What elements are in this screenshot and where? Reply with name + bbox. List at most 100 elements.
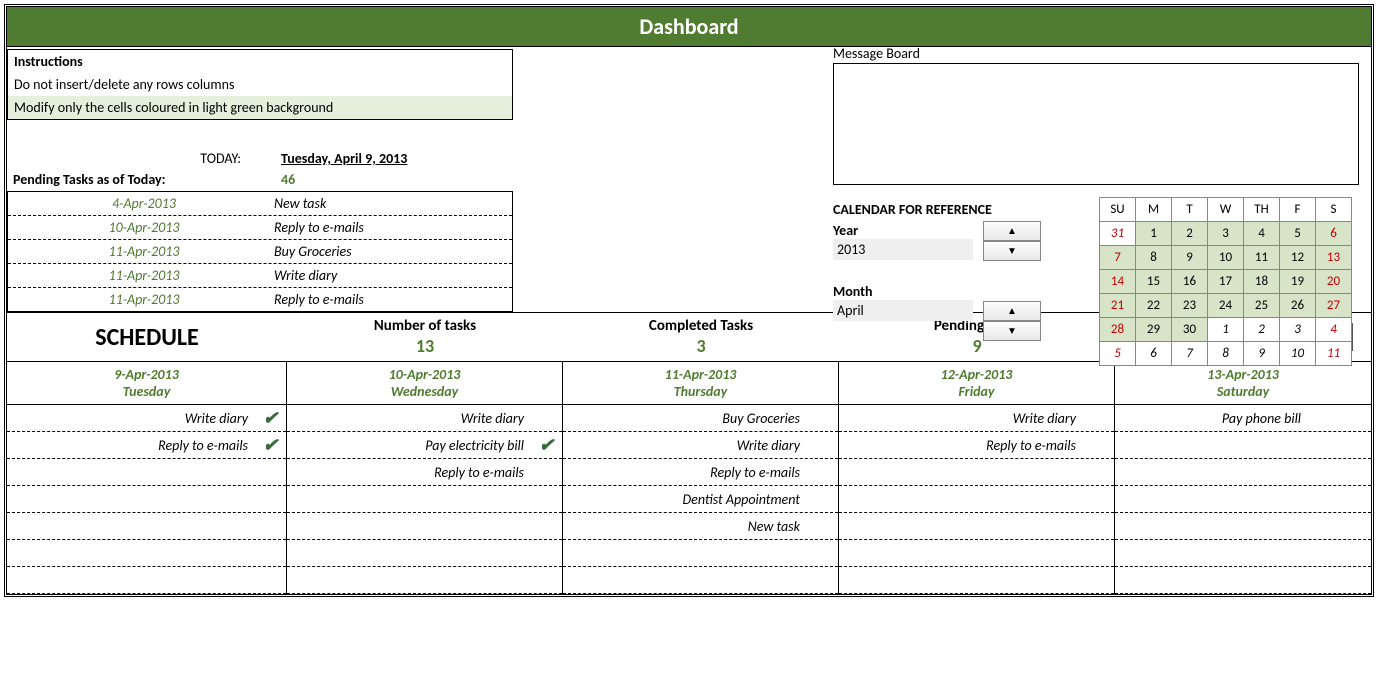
schedule-task-cell[interactable] bbox=[839, 567, 1114, 594]
year-down-button[interactable]: ▼ bbox=[983, 241, 1041, 261]
schedule-task-cell[interactable]: Buy Groceries bbox=[563, 405, 838, 432]
mini-calendar: SUMTWTHFS3112345678910111213141516171819… bbox=[1099, 197, 1352, 366]
schedule-task-cell[interactable] bbox=[563, 540, 838, 567]
pending-task-text: Reply to e-mails bbox=[274, 219, 364, 236]
schedule-task-cell[interactable] bbox=[1115, 459, 1371, 486]
calendar-day-cell[interactable]: 25 bbox=[1244, 294, 1280, 318]
month-down-button[interactable]: ▼ bbox=[983, 321, 1041, 341]
schedule-task-cell[interactable] bbox=[287, 540, 562, 567]
schedule-task-text: Write diary bbox=[1013, 410, 1104, 427]
schedule-day-column: Buy Groceries Write diaryReply to e-mails… bbox=[563, 405, 839, 594]
calendar-day-cell[interactable]: 30 bbox=[1172, 318, 1208, 342]
calendar-day-cell[interactable]: 15 bbox=[1136, 270, 1172, 294]
calendar-day-cell[interactable]: 18 bbox=[1244, 270, 1280, 294]
schedule-task-cell[interactable] bbox=[7, 459, 286, 486]
schedule-task-cell[interactable] bbox=[287, 486, 562, 513]
instructions-heading: Instructions bbox=[8, 50, 512, 73]
calendar-day-cell[interactable]: 7 bbox=[1172, 342, 1208, 366]
calendar-day-cell[interactable]: 24 bbox=[1208, 294, 1244, 318]
calendar-day-cell[interactable]: 17 bbox=[1208, 270, 1244, 294]
calendar-day-cell[interactable]: 10 bbox=[1208, 246, 1244, 270]
schedule-task-cell[interactable]: New task bbox=[563, 513, 838, 540]
calendar-day-cell[interactable]: 31 bbox=[1100, 222, 1136, 246]
calendar-day-cell[interactable]: 27 bbox=[1316, 294, 1352, 318]
schedule-task-cell[interactable] bbox=[7, 540, 286, 567]
calendar-day-cell[interactable]: 28 bbox=[1100, 318, 1136, 342]
schedule-title: SCHEDULE bbox=[7, 323, 287, 352]
calendar-day-cell[interactable]: 4 bbox=[1316, 318, 1352, 342]
calendar-day-cell[interactable]: 22 bbox=[1136, 294, 1172, 318]
schedule-task-cell[interactable]: Reply to e-mails✔ bbox=[7, 432, 286, 459]
schedule-task-cell[interactable]: Write diary bbox=[839, 405, 1114, 432]
schedule-task-cell[interactable] bbox=[287, 567, 562, 594]
pending-task-row: 11-Apr-2013Buy Groceries bbox=[8, 240, 512, 264]
calendar-day-cell[interactable]: 12 bbox=[1280, 246, 1316, 270]
month-value[interactable]: April bbox=[833, 300, 973, 321]
calendar-day-cell[interactable]: 5 bbox=[1100, 342, 1136, 366]
calendar-day-cell[interactable]: 3 bbox=[1208, 222, 1244, 246]
schedule-task-cell[interactable]: Pay phone bill bbox=[1115, 405, 1371, 432]
schedule-task-cell[interactable] bbox=[1115, 513, 1371, 540]
calendar-day-cell[interactable]: 9 bbox=[1172, 246, 1208, 270]
calendar-day-cell[interactable]: 2 bbox=[1172, 222, 1208, 246]
instructions-box: Instructions Do not insert/delete any ro… bbox=[7, 49, 513, 120]
calendar-day-cell[interactable]: 14 bbox=[1100, 270, 1136, 294]
calendar-day-cell[interactable]: 21 bbox=[1100, 294, 1136, 318]
calendar-day-cell[interactable]: 23 bbox=[1172, 294, 1208, 318]
schedule-task-cell[interactable]: Reply to e-mails bbox=[839, 432, 1114, 459]
schedule-task-cell[interactable]: Reply to e-mails bbox=[287, 459, 562, 486]
schedule-task-cell[interactable] bbox=[563, 567, 838, 594]
schedule-task-cell[interactable]: Write diary bbox=[287, 405, 562, 432]
pending-task-date: 10-Apr-2013 bbox=[14, 219, 274, 236]
calendar-day-cell[interactable]: 6 bbox=[1136, 342, 1172, 366]
schedule-task-cell[interactable]: Dentist Appointment bbox=[563, 486, 838, 513]
schedule-task-text: Buy Groceries bbox=[722, 410, 828, 427]
year-up-button[interactable]: ▲ bbox=[983, 221, 1041, 241]
schedule-task-cell[interactable] bbox=[1115, 486, 1371, 513]
calendar-day-cell[interactable]: 3 bbox=[1280, 318, 1316, 342]
schedule-task-cell[interactable] bbox=[1115, 567, 1371, 594]
calendar-day-cell[interactable]: 1 bbox=[1136, 222, 1172, 246]
schedule-task-cell[interactable]: Write diary bbox=[563, 432, 838, 459]
calendar-day-cell[interactable]: 9 bbox=[1244, 342, 1280, 366]
calendar-day-cell[interactable]: 26 bbox=[1280, 294, 1316, 318]
schedule-day-column: Pay phone bill bbox=[1115, 405, 1371, 594]
schedule-task-cell[interactable] bbox=[7, 567, 286, 594]
schedule-task-cell[interactable] bbox=[839, 540, 1114, 567]
calendar-day-cell[interactable]: 20 bbox=[1316, 270, 1352, 294]
pending-task-date: 4-Apr-2013 bbox=[14, 195, 274, 212]
calendar-day-cell[interactable]: 13 bbox=[1316, 246, 1352, 270]
message-board-box[interactable] bbox=[833, 63, 1359, 185]
calendar-day-cell[interactable]: 2 bbox=[1244, 318, 1280, 342]
calendar-day-cell[interactable]: 8 bbox=[1208, 342, 1244, 366]
schedule-task-cell[interactable] bbox=[839, 513, 1114, 540]
schedule-task-cell[interactable] bbox=[839, 459, 1114, 486]
calendar-day-cell[interactable]: 10 bbox=[1280, 342, 1316, 366]
schedule-task-cell[interactable] bbox=[7, 513, 286, 540]
schedule-task-text: Pay phone bill bbox=[1222, 410, 1361, 427]
calendar-day-cell[interactable]: 4 bbox=[1244, 222, 1280, 246]
schedule-task-cell[interactable] bbox=[287, 513, 562, 540]
month-up-button[interactable]: ▲ bbox=[983, 301, 1041, 321]
calendar-day-cell[interactable]: 8 bbox=[1136, 246, 1172, 270]
schedule-task-cell[interactable]: Pay electricity bill✔ bbox=[287, 432, 562, 459]
schedule-task-cell[interactable] bbox=[7, 486, 286, 513]
stat-completed-value: 3 bbox=[563, 335, 839, 357]
calendar-day-cell[interactable]: 19 bbox=[1280, 270, 1316, 294]
calendar-day-cell[interactable]: 16 bbox=[1172, 270, 1208, 294]
instructions-line1: Do not insert/delete any rows columns bbox=[8, 73, 512, 96]
schedule-task-cell[interactable]: Write diary✔ bbox=[7, 405, 286, 432]
schedule-task-cell[interactable]: Reply to e-mails bbox=[563, 459, 838, 486]
calendar-day-cell[interactable]: 29 bbox=[1136, 318, 1172, 342]
calendar-day-cell[interactable]: 7 bbox=[1100, 246, 1136, 270]
calendar-day-cell[interactable]: 6 bbox=[1316, 222, 1352, 246]
year-value[interactable]: 2013 bbox=[833, 239, 973, 260]
calendar-day-cell[interactable]: 11 bbox=[1244, 246, 1280, 270]
schedule-task-cell[interactable] bbox=[1115, 432, 1371, 459]
schedule-task-text: Reply to e-mails bbox=[986, 437, 1104, 454]
calendar-day-cell[interactable]: 5 bbox=[1280, 222, 1316, 246]
calendar-day-cell[interactable]: 1 bbox=[1208, 318, 1244, 342]
schedule-task-cell[interactable] bbox=[839, 486, 1114, 513]
schedule-task-cell[interactable] bbox=[1115, 540, 1371, 567]
calendar-day-cell[interactable]: 11 bbox=[1316, 342, 1352, 366]
